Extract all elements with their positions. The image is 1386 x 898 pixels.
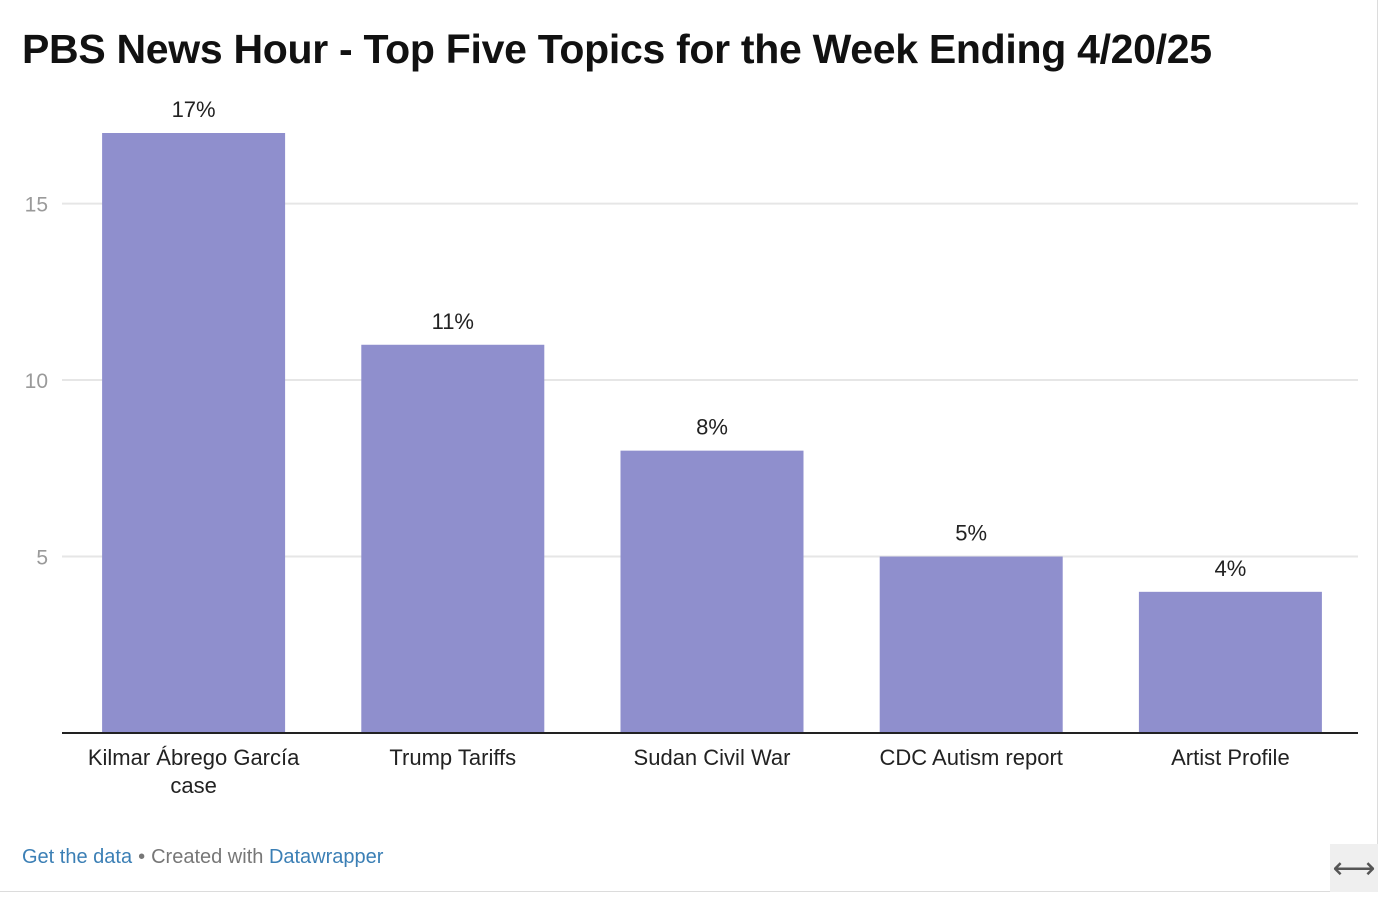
bar bbox=[102, 133, 286, 733]
y-tick-label: 15 bbox=[25, 194, 48, 217]
data-label: 5% bbox=[955, 521, 987, 546]
y-tick-label: 10 bbox=[25, 370, 48, 393]
bar bbox=[1138, 591, 1322, 733]
bar-chart: 5 10 15 17% Kilmar Ábrego García case 11% Trump… bbox=[25, 97, 1358, 798]
y-tick-label: 5 bbox=[36, 547, 48, 570]
datawrapper-link[interactable]: Datawrapper bbox=[268, 846, 384, 868]
expand-icon: ⟷ bbox=[1332, 850, 1376, 886]
footer: Get the data • Created with Datawrapper bbox=[22, 846, 383, 869]
footer-separator: • bbox=[138, 846, 146, 868]
data-label: 17% bbox=[172, 97, 216, 122]
created-with-text: Created with bbox=[151, 846, 264, 868]
bar bbox=[361, 344, 545, 733]
x-category-label: Artist Profile bbox=[1171, 745, 1290, 770]
expand-button[interactable]: ⟷ bbox=[1330, 844, 1378, 892]
data-label: 4% bbox=[1215, 556, 1247, 581]
x-category-label: case bbox=[170, 773, 216, 798]
data-label: 8% bbox=[696, 415, 728, 440]
x-category-label: Trump Tariffs bbox=[389, 745, 516, 770]
x-category-label: Kilmar Ábrego García bbox=[88, 745, 300, 770]
bar bbox=[879, 556, 1063, 733]
x-category-label: Sudan Civil War bbox=[634, 745, 791, 770]
bar bbox=[620, 450, 804, 733]
data-label: 11% bbox=[432, 309, 474, 334]
get-data-link[interactable]: Get the data bbox=[22, 846, 133, 868]
chart-title: PBS News Hour - Top Five Topics for the … bbox=[22, 26, 1212, 72]
x-category-label: CDC Autism report bbox=[880, 745, 1063, 770]
